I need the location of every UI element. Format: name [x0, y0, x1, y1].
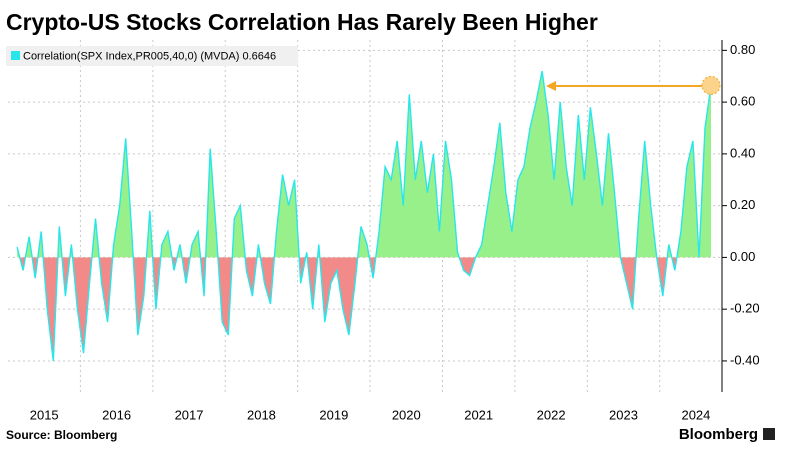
area-negative — [17, 257, 711, 361]
y-tick-label: -0.40 — [730, 352, 760, 367]
x-tick-label: 2019 — [319, 407, 348, 422]
source: Source: Bloomberg — [6, 428, 117, 442]
chart-title: Crypto-US Stocks Correlation Has Rarely … — [6, 9, 598, 35]
x-tick-label: 2022 — [537, 407, 566, 422]
plot-area: -0.40 -0.20 0.00 0.20 0.40 0.60 0.80 2015 2016 20… — [8, 40, 760, 422]
y-tick-label: 0.20 — [730, 197, 755, 212]
y-tick-label: 0.60 — [730, 94, 755, 109]
line — [16, 70, 712, 361]
y-tick-label: 0.80 — [730, 42, 755, 57]
legend-label: Correlation(SPX Index,PR005,40,0) (MVDA)… — [23, 50, 276, 62]
x-tick-label: 2020 — [392, 407, 421, 422]
y-tick-label: 0.00 — [730, 249, 755, 264]
last-point — [701, 75, 721, 95]
x-tick-label: 2018 — [247, 407, 276, 422]
legend-swatch — [11, 51, 20, 60]
annotation-arrowhead — [546, 81, 556, 91]
brand: Bloomberg — [679, 426, 758, 443]
y-tick-label: -0.20 — [730, 301, 760, 316]
brand-icon — [763, 428, 775, 440]
x-tick-label: 2024 — [681, 407, 710, 422]
x-tick-label: 2015 — [30, 407, 59, 422]
x-tick-label: 2021 — [464, 407, 493, 422]
x-tick-label: 2016 — [102, 407, 131, 422]
y-tick-label: 0.40 — [730, 145, 755, 160]
legend-box — [6, 46, 298, 66]
x-tick-label: 2023 — [609, 407, 638, 422]
x-tick-label: 2017 — [175, 407, 204, 422]
area-positive — [17, 71, 711, 258]
